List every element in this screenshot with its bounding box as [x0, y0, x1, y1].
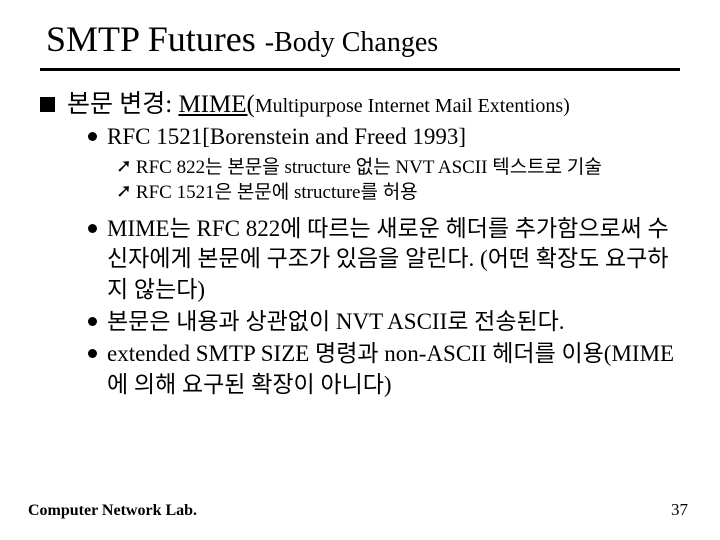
level2-text: RFC 1521[Borenstein and Freed 1993]	[107, 122, 466, 152]
level1-item: 본문 변경: MIME(Multipurpose Internet Mail E…	[40, 89, 680, 120]
disc-bullet-icon	[88, 132, 97, 141]
level2-item: 본문은 내용과 상관없이 NVT ASCII로 전송된다.	[88, 307, 680, 337]
level3-text: RFC 1521은 본문에 structure를 허용	[136, 180, 418, 206]
level2-block: RFC 1521[Borenstein and Freed 1993] ➚ RF…	[88, 122, 680, 400]
level2-item: extended SMTP SIZE 명령과 non-ASCII 헤더를 이용(…	[88, 339, 680, 400]
level2-text: extended SMTP SIZE 명령과 non-ASCII 헤더를 이용(…	[107, 339, 680, 400]
disc-bullet-icon	[88, 349, 97, 358]
slide-title: SMTP Futures -Body Changes	[40, 18, 680, 66]
disc-bullet-icon	[88, 224, 97, 233]
level1-text: 본문 변경: MIME(Multipurpose Internet Mail E…	[67, 89, 570, 120]
title-rule	[40, 68, 680, 71]
level3-item: ➚ RFC 822는 본문을 structure 없는 NVT ASCII 텍스…	[116, 155, 680, 181]
level2-item: RFC 1521[Borenstein and Freed 1993]	[88, 122, 680, 152]
level3-item: ➚ RFC 1521은 본문에 structure를 허용	[116, 180, 680, 206]
disc-bullet-icon	[88, 317, 97, 326]
square-bullet-icon	[40, 97, 55, 112]
lvl1-mime: MIME(	[178, 91, 254, 118]
title-main: SMTP Futures	[46, 19, 265, 59]
level2-item: MIME는 RFC 822에 따르는 새로운 헤더를 추가함으로써 수신자에게 …	[88, 214, 680, 305]
page-number: 37	[671, 500, 688, 520]
title-sub: -Body Changes	[265, 27, 438, 58]
level3-text: RFC 822는 본문을 structure 없는 NVT ASCII 텍스트로…	[136, 155, 602, 181]
lvl1-prefix: 본문 변경:	[67, 91, 178, 118]
arrow-icon: ➚	[116, 155, 132, 180]
level2-text: MIME는 RFC 822에 따르는 새로운 헤더를 추가함으로써 수신자에게 …	[107, 214, 680, 305]
lvl1-paren: Multipurpose Internet Mail Extentions)	[255, 95, 570, 117]
level3-block: ➚ RFC 822는 본문을 structure 없는 NVT ASCII 텍스…	[116, 155, 680, 206]
footer-lab: Computer Network Lab.	[28, 502, 197, 520]
level2-text: 본문은 내용과 상관없이 NVT ASCII로 전송된다.	[107, 307, 565, 337]
arrow-icon: ➚	[116, 180, 132, 205]
slide: SMTP Futures -Body Changes 본문 변경: MIME(M…	[0, 0, 720, 540]
